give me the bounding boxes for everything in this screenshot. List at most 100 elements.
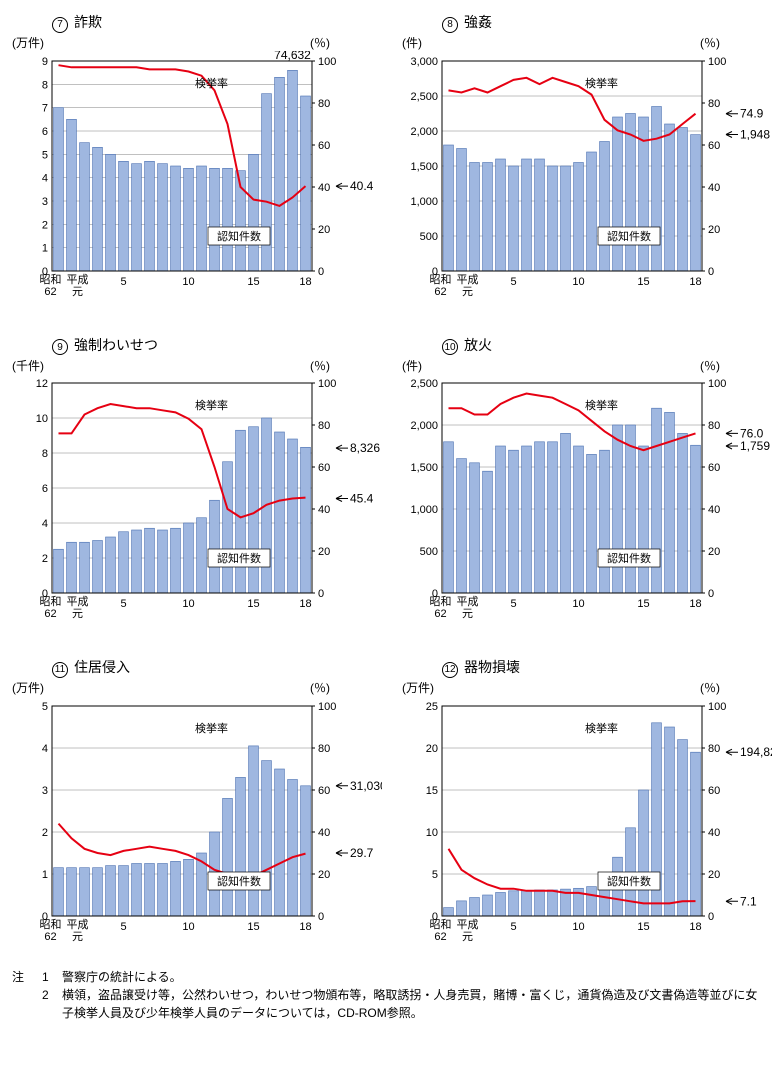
bar — [470, 463, 480, 593]
svg-text:62: 62 — [434, 931, 446, 943]
svg-text:元: 元 — [462, 286, 473, 298]
bar — [678, 127, 688, 271]
svg-text:10: 10 — [182, 276, 194, 288]
bar — [522, 159, 532, 271]
svg-text:3: 3 — [42, 196, 48, 208]
svg-text:2: 2 — [42, 553, 48, 565]
bar — [496, 159, 506, 271]
svg-text:0: 0 — [318, 266, 324, 278]
svg-text:62: 62 — [434, 608, 446, 620]
bar — [262, 760, 272, 915]
svg-text:20: 20 — [318, 224, 330, 236]
svg-text:25: 25 — [426, 701, 438, 713]
svg-text:昭和: 昭和 — [40, 918, 62, 931]
svg-text:2,500: 2,500 — [410, 378, 438, 390]
callout: 40.4 — [350, 179, 374, 193]
bar-legend: 認知件数 — [217, 229, 261, 243]
bar — [93, 147, 103, 271]
bar — [171, 166, 181, 271]
bar — [223, 798, 233, 916]
bar — [301, 96, 311, 271]
line-legend: 検挙率 — [585, 398, 618, 412]
svg-text:1: 1 — [42, 869, 48, 881]
bar — [509, 166, 519, 271]
bar — [457, 459, 467, 593]
bar — [132, 530, 142, 593]
bar — [574, 162, 584, 271]
svg-text:10: 10 — [182, 598, 194, 610]
svg-text:1: 1 — [42, 242, 48, 254]
bar — [158, 863, 168, 916]
svg-text:62: 62 — [434, 286, 446, 298]
bar — [93, 867, 103, 915]
svg-text:80: 80 — [708, 420, 720, 432]
svg-text:8: 8 — [42, 79, 48, 91]
callout: 1,948 — [740, 127, 770, 141]
svg-text:100: 100 — [708, 378, 726, 390]
bar — [158, 530, 168, 593]
svg-text:昭和: 昭和 — [40, 595, 62, 608]
bar — [444, 145, 454, 271]
chart-svg: 012345020406080100昭和62平成元5101518検挙率認知件数3… — [12, 696, 382, 950]
notes-label: 注 — [12, 968, 42, 986]
bar — [496, 892, 506, 916]
top-callout: 74,632 — [274, 51, 311, 62]
svg-text:7: 7 — [42, 102, 48, 114]
svg-text:4: 4 — [42, 172, 48, 184]
bar — [522, 890, 532, 915]
bar — [444, 442, 454, 593]
line-legend: 検挙率 — [195, 398, 228, 412]
svg-text:5: 5 — [120, 921, 126, 933]
bar — [509, 890, 519, 915]
note-text-1: 警察庁の統計による。 — [62, 968, 182, 986]
bar — [678, 433, 688, 593]
bar — [678, 739, 688, 915]
svg-text:15: 15 — [637, 598, 649, 610]
bar — [119, 865, 129, 915]
bar — [483, 471, 493, 593]
svg-text:平成: 平成 — [457, 273, 479, 286]
svg-text:平成: 平成 — [67, 918, 89, 931]
bar — [80, 867, 90, 915]
svg-text:平成: 平成 — [67, 595, 89, 608]
chart-number-icon: 9 — [52, 339, 68, 355]
svg-text:20: 20 — [708, 224, 720, 236]
bar — [275, 769, 285, 916]
bar — [275, 432, 285, 593]
bar — [691, 134, 701, 270]
callout: 45.4 — [350, 492, 374, 506]
svg-text:10: 10 — [572, 598, 584, 610]
svg-text:0: 0 — [708, 588, 714, 600]
bar — [613, 117, 623, 271]
bar — [249, 154, 259, 271]
bar — [158, 163, 168, 270]
svg-text:元: 元 — [72, 608, 83, 620]
callout: 194,824 — [740, 745, 772, 759]
bar — [288, 779, 298, 916]
svg-text:80: 80 — [318, 420, 330, 432]
svg-text:80: 80 — [318, 743, 330, 755]
svg-text:20: 20 — [318, 546, 330, 558]
callout: 8,326 — [350, 441, 380, 455]
svg-text:2: 2 — [42, 219, 48, 231]
svg-text:500: 500 — [420, 546, 438, 558]
bar — [171, 861, 181, 916]
svg-text:5: 5 — [510, 276, 516, 288]
svg-text:6: 6 — [42, 483, 48, 495]
svg-text:10: 10 — [572, 921, 584, 933]
svg-text:元: 元 — [462, 608, 473, 620]
svg-text:10: 10 — [182, 921, 194, 933]
bar — [171, 528, 181, 593]
bar — [457, 148, 467, 271]
svg-text:昭和: 昭和 — [40, 273, 62, 286]
bar — [54, 107, 64, 270]
bar — [639, 446, 649, 593]
bar — [197, 518, 207, 593]
chart-number-icon: 11 — [52, 662, 68, 678]
bar — [535, 159, 545, 271]
svg-text:60: 60 — [708, 140, 720, 152]
bar — [106, 154, 116, 271]
bar — [184, 859, 194, 916]
callout: 29.7 — [350, 846, 374, 860]
bar — [236, 430, 246, 593]
